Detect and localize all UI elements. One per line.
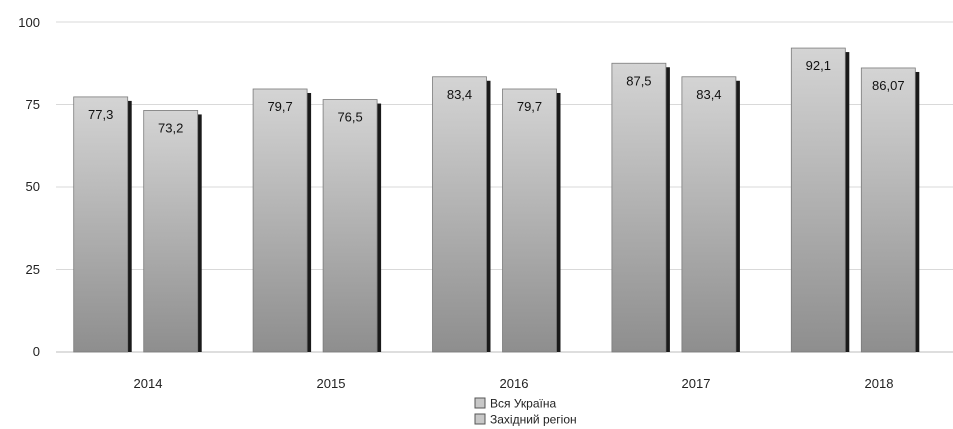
x-axis: 2014 2015 2016 2017 2018 — [134, 376, 894, 391]
bar-2015-series-1 — [253, 89, 307, 352]
data-label: 76,5 — [337, 110, 362, 125]
y-tick-label: 100 — [18, 15, 40, 30]
y-tick-label: 75 — [26, 97, 40, 112]
bar-2014-series-1 — [74, 97, 128, 352]
legend-entry: Вся Україна — [475, 397, 556, 411]
bar-2016-series-2 — [503, 89, 557, 352]
x-tick-label: 2018 — [865, 376, 894, 391]
bar-2016-series-1 — [433, 77, 487, 352]
y-tick-label: 0 — [33, 344, 40, 359]
data-label: 77,3 — [88, 107, 113, 122]
data-label: 83,4 — [447, 87, 472, 102]
legend-label: Вся Україна — [490, 397, 556, 411]
bar-2018-series-2 — [861, 68, 915, 352]
legend: Вся Україна Західний регіон — [475, 397, 577, 427]
legend-swatch — [475, 414, 485, 424]
data-label: 73,2 — [158, 120, 183, 135]
y-axis: 0 25 50 75 100 — [18, 15, 40, 359]
legend-label: Західний регіон — [490, 413, 577, 427]
data-label: 86,07 — [872, 78, 905, 93]
bar-2017-series-1 — [612, 63, 666, 352]
bar-2015-series-2 — [323, 100, 377, 352]
data-label: 79,7 — [267, 99, 292, 114]
x-tick-label: 2015 — [317, 376, 346, 391]
bars: 77,3 73,2 79,7 76,5 83,4 79,7 87,5 83,4 92,1 86,0… — [74, 48, 920, 352]
bar-2018-series-1 — [791, 48, 845, 352]
legend-swatch — [475, 398, 485, 408]
y-tick-label: 25 — [26, 262, 40, 277]
data-label: 87,5 — [626, 73, 651, 88]
x-tick-label: 2016 — [500, 376, 529, 391]
bar-2017-series-2 — [682, 77, 736, 352]
x-tick-label: 2014 — [134, 376, 163, 391]
data-label: 92,1 — [806, 58, 831, 73]
data-label: 79,7 — [517, 99, 542, 114]
x-tick-label: 2017 — [682, 376, 711, 391]
legend-entry: Західний регіон — [475, 413, 577, 427]
data-label: 83,4 — [696, 87, 721, 102]
y-tick-label: 50 — [26, 179, 40, 194]
bar-2014-series-2 — [144, 110, 198, 352]
